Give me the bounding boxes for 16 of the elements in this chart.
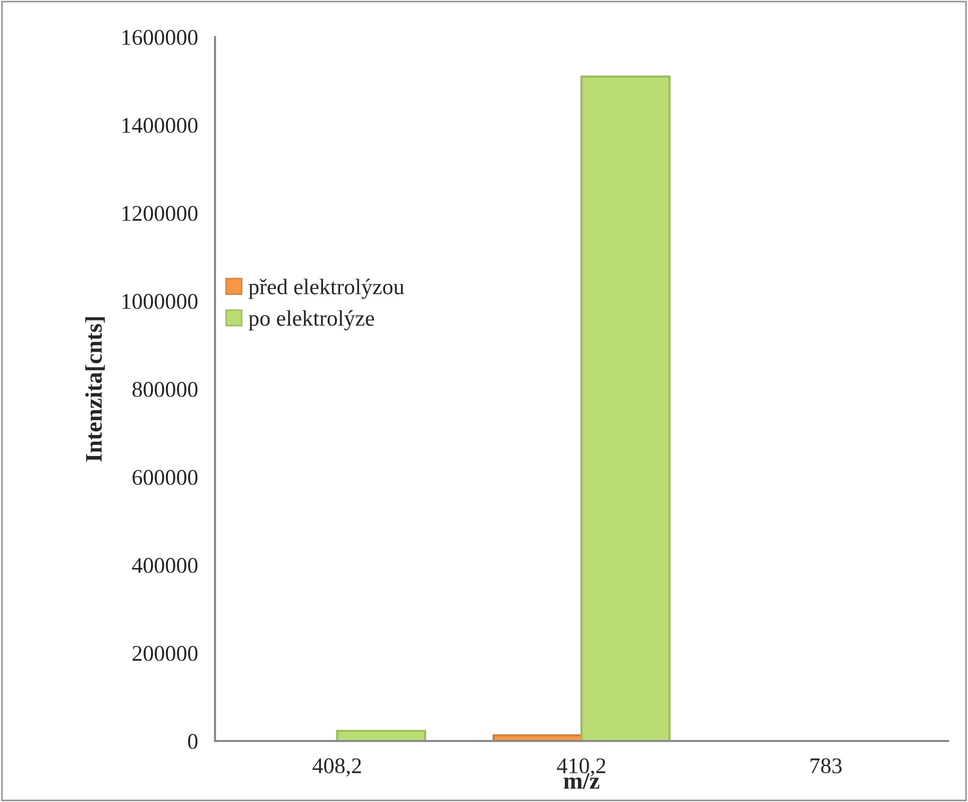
y-tick-label: 1400000 xyxy=(122,118,198,133)
y-axis-title: Intenzita[cnts] xyxy=(85,317,105,462)
bar xyxy=(580,76,671,741)
y-tick-label: 600000 xyxy=(132,470,198,485)
y-tick-label: 1000000 xyxy=(122,294,198,309)
x-tick-label: 783 xyxy=(810,758,842,774)
legend-label: po elektrolýze xyxy=(248,310,374,330)
x-tick-label: 408,2 xyxy=(312,758,361,777)
y-tick-label: 0 xyxy=(188,734,198,749)
bar xyxy=(336,730,426,741)
y-tick-label: 1200000 xyxy=(122,206,198,221)
y-tick-label: 200000 xyxy=(132,646,198,661)
y-tick-label: 800000 xyxy=(132,382,198,397)
y-tick-label: 1600000 xyxy=(122,30,198,45)
y-tick-label: 400000 xyxy=(132,558,198,573)
legend-label: před elektrolýzou xyxy=(248,278,404,299)
